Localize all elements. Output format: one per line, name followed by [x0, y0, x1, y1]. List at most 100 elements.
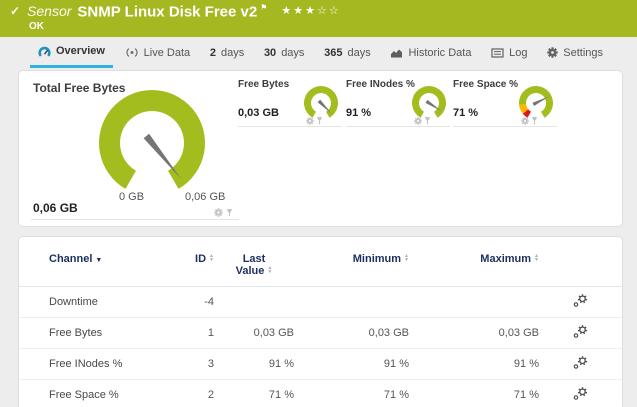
tab-number: 365 [324, 46, 343, 59]
tab-2-days[interactable]: 2 days [202, 37, 252, 68]
gear-icon[interactable] [306, 116, 314, 125]
gauge-title: Free Space % [453, 79, 519, 90]
edit-channel-icon[interactable] [573, 294, 588, 307]
pin-icon[interactable] [226, 208, 233, 217]
cell-maximum [409, 286, 539, 318]
cell-maximum: 71 % [409, 379, 539, 407]
cell-maximum: 0,03 GB [409, 317, 539, 349]
tab-number: 2 [209, 46, 216, 59]
sensor-title-line: ✓ Sensor SNMP Linux Disk Free v2 ⚑ ★★★☆☆ [10, 3, 341, 21]
tab-number: 30 [263, 46, 277, 59]
gauge-value: 91 % [346, 107, 372, 119]
gauge-title: Total Free Bytes [33, 81, 126, 95]
tab-label: Settings [563, 46, 603, 59]
channels-panel: Channel ▼ ID ▲ ▼ Last Value ▲ ▼ Minimum ▲ ▼ Maxi… [18, 236, 623, 407]
cell-id: 1 [169, 317, 214, 349]
table-row-free-space: Free Space % 2 71 % 71 % 71 % [19, 379, 622, 407]
sort-icon: ▲ ▼ [534, 253, 539, 263]
cell-channel: Free Bytes [19, 317, 169, 349]
cell-minimum [294, 286, 409, 318]
gauge-actions [414, 116, 431, 125]
sensor-header: ✓ Sensor SNMP Linux Disk Free v2 ⚑ ★★★☆☆ OK [0, 0, 637, 37]
cell-last-value: 91 % [214, 348, 294, 380]
gauge-card-free-inodes: Free INodes % 91 % [346, 79, 450, 127]
tab-log[interactable]: Log [483, 37, 535, 68]
cell-last-value [214, 286, 294, 318]
priority-stars[interactable]: ★★★☆☆ [281, 5, 341, 18]
edit-channel-icon[interactable] [573, 325, 588, 338]
gauge-value: 71 % [453, 107, 479, 119]
gear-icon[interactable] [521, 116, 529, 125]
tab-overview[interactable]: Overview [30, 37, 113, 68]
sort-icon: ▲ ▼ [209, 253, 214, 263]
gauge-card-free-bytes: Free Bytes 0,03 GB [238, 79, 342, 127]
gear-icon[interactable] [414, 116, 422, 125]
free-space-gauge [515, 85, 557, 126]
flag-icon[interactable]: ⚑ [260, 3, 268, 12]
cell-id: 3 [169, 348, 214, 380]
tab-settings[interactable]: Settings [539, 37, 611, 68]
gauge-actions [521, 116, 538, 125]
column-header-edit [539, 249, 622, 287]
log-icon [491, 47, 504, 58]
gauge-icon [38, 46, 51, 57]
tab-label: Log [509, 46, 528, 59]
edit-channel-icon[interactable] [573, 356, 588, 369]
column-header-id[interactable]: ID ▲ ▼ [169, 249, 214, 287]
gear-icon [547, 47, 558, 58]
tab-label: Live Data [143, 46, 191, 59]
gauge-card-total-free-bytes: Total Free Bytes 0 GB 0,06 GB 0,06 GB [31, 79, 239, 220]
tab-label: Historic Data [408, 46, 472, 59]
cell-minimum: 91 % [294, 348, 409, 380]
edit-channel-icon[interactable] [573, 387, 588, 400]
cell-last-value: 0,03 GB [214, 317, 294, 349]
tab-365-days[interactable]: 365 days [316, 37, 379, 68]
historic-chart-icon [390, 48, 403, 58]
gear-icon[interactable] [214, 208, 223, 217]
sort-icon: ▲ ▼ [267, 265, 273, 275]
live-data-icon [125, 47, 139, 58]
sensor-kind-label: Sensor [27, 3, 72, 20]
column-header-maximum[interactable]: Maximum ▲ ▼ [409, 249, 539, 287]
channels-table-body: Downtime -4 Free Bytes 1 0,03 GB 0,03 GB… [19, 286, 622, 407]
column-header-channel[interactable]: Channel ▼ [19, 249, 169, 287]
sensor-title[interactable]: SNMP Linux Disk Free v2 [77, 3, 258, 21]
sort-icon: ▲ ▼ [404, 253, 409, 263]
column-header-minimum[interactable]: Minimum ▲ ▼ [294, 249, 409, 287]
tab-label: days [220, 46, 245, 59]
column-header-last-value[interactable]: Last Value ▲ ▼ [214, 249, 294, 287]
gauges-panel: Total Free Bytes 0 GB 0,06 GB 0,06 GB Fr… [18, 70, 623, 227]
pin-icon[interactable] [316, 116, 323, 125]
free-inodes-gauge [408, 85, 450, 126]
table-row-free-inodes: Free INodes % 3 91 % 91 % 91 % [19, 348, 622, 380]
gauge-actions [214, 208, 233, 217]
tab-30-days[interactable]: 30 days [256, 37, 313, 68]
tab-historic-data[interactable]: Historic Data [382, 37, 479, 68]
pin-icon[interactable] [531, 116, 538, 125]
cell-last-value: 71 % [214, 379, 294, 407]
gauge-card-free-space: Free Space % 71 % [453, 79, 557, 127]
sort-desc-icon: ▼ [95, 257, 103, 264]
tab-label: days [347, 46, 371, 59]
tab-bar: Overview Live Data 2 days 30 days 365 days Histo… [0, 37, 637, 68]
tab-live-data[interactable]: Live Data [117, 37, 198, 68]
gauge-scale-min-label: 0 GB [119, 191, 145, 203]
cell-channel: Free Space % [19, 379, 169, 407]
table-row-free-bytes: Free Bytes 1 0,03 GB 0,03 GB 0,03 GB [19, 317, 622, 349]
column-header-last-value-text: Last Value ▲ ▼ [235, 253, 273, 277]
pin-icon[interactable] [424, 116, 431, 125]
gauge-scale-max-label: 0,06 GB [185, 191, 226, 203]
status-badge: OK [29, 21, 44, 32]
cell-maximum: 91 % [409, 348, 539, 380]
gauge-value: 0,06 GB [33, 201, 78, 215]
cell-minimum: 71 % [294, 379, 409, 407]
table-header-row: Channel ▼ ID ▲ ▼ Last Value ▲ ▼ Minimum ▲ ▼ Maxi… [19, 249, 622, 287]
gauge-value: 0,03 GB [238, 107, 279, 119]
total-free-bytes-gauge [87, 89, 217, 196]
cell-id: 2 [169, 379, 214, 407]
gauge-title: Free Bytes [238, 79, 290, 90]
cell-channel: Downtime [19, 286, 169, 318]
cell-id: -4 [169, 286, 214, 318]
gauge-title: Free INodes % [346, 79, 415, 90]
